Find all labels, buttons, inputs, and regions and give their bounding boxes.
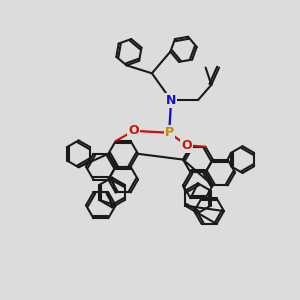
Text: N: N (166, 94, 176, 106)
Text: P: P (165, 126, 174, 139)
Text: O: O (181, 139, 192, 152)
Text: O: O (128, 124, 139, 137)
